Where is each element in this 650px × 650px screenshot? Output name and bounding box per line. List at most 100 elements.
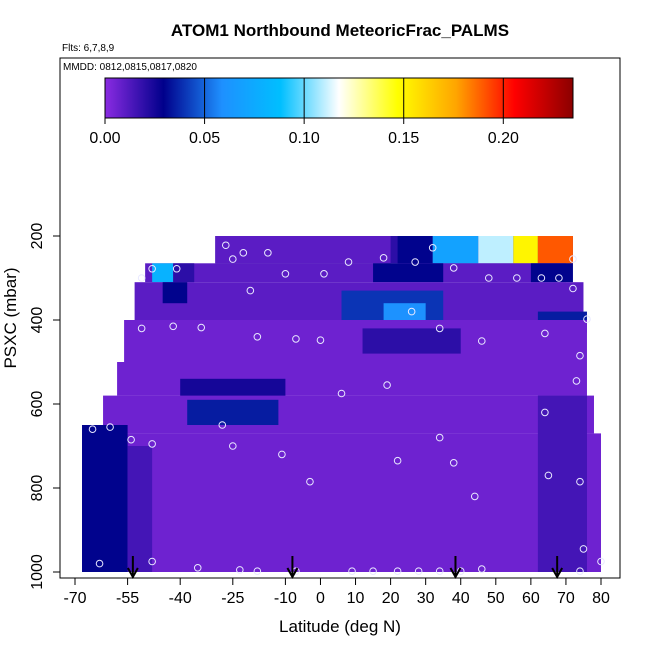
y-axis-label: PSXC (mbar) (1, 267, 20, 368)
observation-point (246, 286, 255, 295)
x-tick-label: 60 (522, 590, 540, 607)
colorbar-tick-label: 0.10 (289, 130, 320, 147)
observation-point (379, 254, 388, 262)
x-tick-label: 80 (592, 590, 610, 607)
heatmap-cell (173, 263, 195, 283)
y-axis: 200 400 600 800 1000 (29, 223, 60, 590)
observation-point (236, 566, 244, 574)
observation-point (583, 315, 591, 323)
observation-point (292, 335, 300, 343)
observation-point (127, 435, 135, 444)
observation-point (137, 324, 146, 333)
observation-point (281, 270, 290, 278)
observation-point (316, 336, 325, 344)
observation-point (414, 567, 423, 575)
heatmap-cell (530, 263, 573, 283)
observation-point (513, 274, 521, 282)
heatmap-cell (383, 303, 426, 325)
heatmap-cell (103, 395, 594, 434)
observation-point (253, 567, 262, 575)
observation-point (95, 559, 104, 568)
observation-point (393, 567, 402, 575)
colorbar-tick-label: 0.00 (89, 130, 120, 147)
y-tick-label: 200 (29, 223, 46, 250)
observation-point (544, 471, 553, 480)
observation-point (597, 557, 605, 566)
observation-point (484, 274, 493, 282)
colorbar-gradient (104, 77, 574, 119)
plot-frame (59, 57, 621, 579)
heatmap-cell (478, 236, 514, 264)
observation-point (449, 459, 458, 467)
heatmap-cell (537, 236, 573, 264)
observation-point (278, 450, 286, 459)
colorbar-tick-label: 0.05 (189, 130, 220, 147)
observation-point (435, 433, 444, 442)
observation-point (477, 565, 486, 573)
observation-point (148, 440, 156, 448)
observation-point (344, 258, 353, 266)
observation-point (576, 567, 584, 575)
x-tick-label: 70 (557, 590, 575, 607)
observation-point (576, 351, 584, 360)
y-tick-label: 800 (29, 475, 46, 502)
observation-point (348, 567, 356, 575)
observation-point (435, 324, 444, 333)
heatmap-cell (82, 425, 128, 572)
y-tick-label: 400 (29, 307, 46, 334)
observation-point (477, 337, 486, 345)
observation-point (229, 255, 237, 263)
observation-point (369, 567, 377, 575)
heatmap-cell (362, 328, 461, 354)
observation-point (148, 557, 156, 566)
x-tick-label: 10 (347, 590, 365, 607)
heatmap-cell (82, 433, 602, 572)
x-tick-label: -70 (63, 590, 86, 607)
observation-point (193, 564, 202, 572)
colorbar: 0.00 0.05 0.10 0.15 0.20 (89, 77, 574, 147)
flight-arrows (126, 556, 564, 580)
heatmap-cell (145, 263, 566, 283)
observation-point (218, 421, 227, 429)
observation-point (449, 264, 458, 272)
observation-point (576, 477, 584, 486)
x-axis: -70 -55 -40 -25 -10 0 10 20 30 40 50 60 70 80 (63, 578, 610, 607)
observation-point (229, 442, 237, 450)
x-tick-label: 40 (452, 590, 470, 607)
observation-point (537, 274, 546, 282)
observation-point (253, 333, 262, 341)
x-axis-label: Latitude (deg N) (279, 617, 401, 636)
observation-point (456, 567, 465, 575)
flights-note: Flts: 6,7,8,9 (62, 43, 115, 54)
colorbar-ticks: 0.00 0.05 0.10 0.15 0.20 (89, 78, 519, 147)
observation-point (239, 249, 248, 257)
observation-point (572, 377, 581, 385)
colorbar-tick-label: 0.15 (388, 130, 419, 147)
observation-point (320, 270, 328, 278)
y-tick-label: 1000 (29, 554, 46, 590)
flight-arrow-head (449, 567, 462, 580)
observation-point (337, 389, 346, 398)
heatmap-cell (537, 395, 587, 572)
observation-point (172, 264, 181, 273)
chart-title: ATOM1 Northbound MeteoricFrac_PALMS (171, 21, 509, 40)
observation-point (541, 408, 549, 417)
flight-arrow-head (126, 567, 139, 580)
observation-point (579, 545, 588, 553)
x-tick-label: -25 (221, 590, 244, 607)
heatmap-cell (513, 236, 538, 264)
observation-point (306, 477, 314, 486)
observation-point (264, 249, 272, 257)
x-tick-label: 50 (487, 590, 505, 607)
observation-point (541, 329, 549, 338)
observation-point (393, 456, 402, 465)
x-tick-label: -10 (274, 590, 297, 607)
observation-point (383, 381, 391, 389)
x-tick-label: 20 (382, 590, 400, 607)
heatmap-cell (373, 263, 444, 283)
observation-point (470, 492, 479, 501)
observation-point (555, 274, 563, 282)
flight-arrow-head (286, 567, 299, 580)
heatmap-cell (432, 236, 479, 264)
x-tick-label: 30 (417, 590, 435, 607)
